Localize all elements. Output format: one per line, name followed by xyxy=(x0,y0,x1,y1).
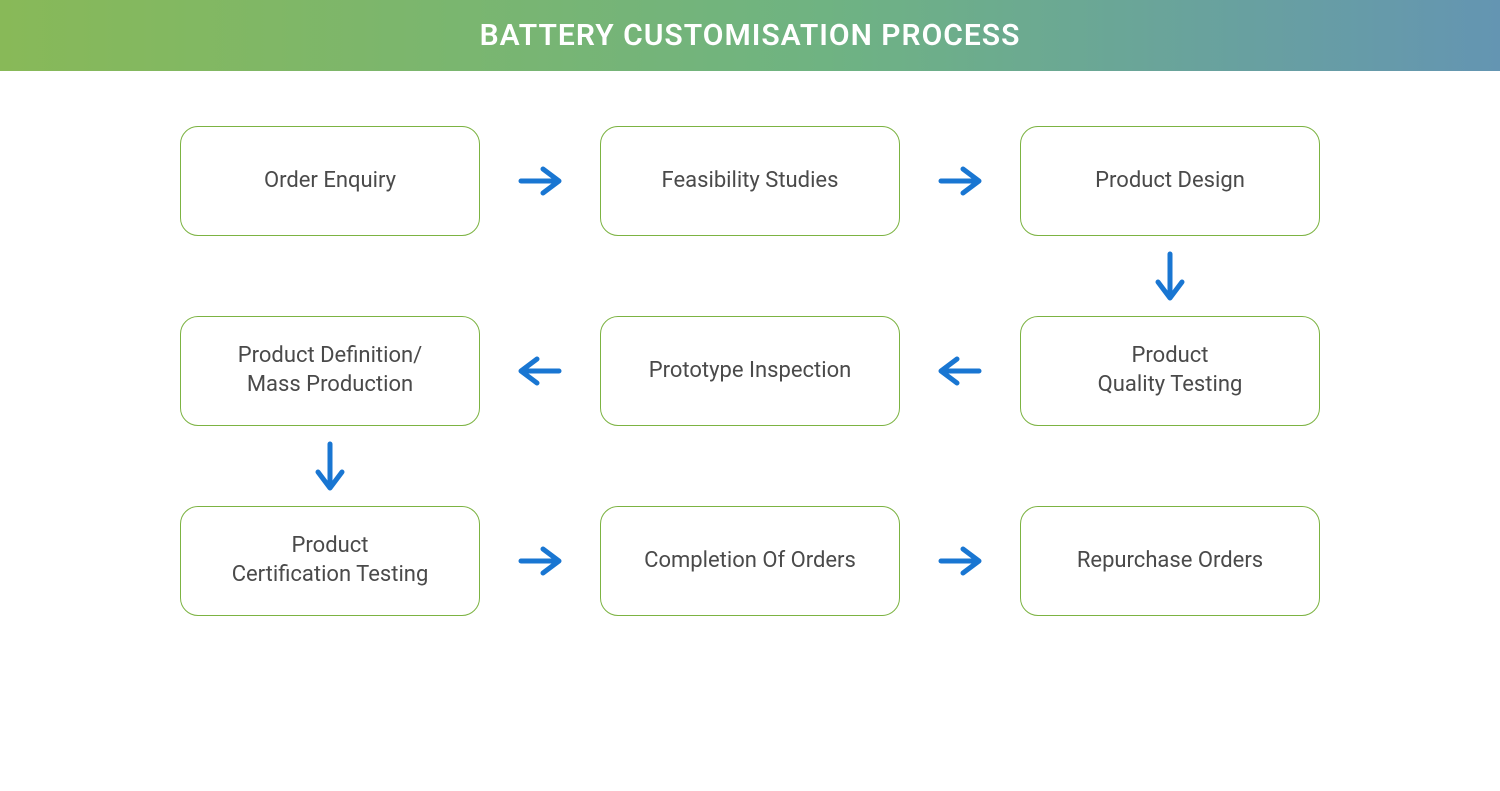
flowchart: Order Enquiry Feasibility Studies Product … xyxy=(0,71,1500,616)
flow-node-label: Product Design xyxy=(1095,167,1245,196)
header-title: BATTERY CUSTOMISATION PROCESS xyxy=(480,18,1021,53)
arrow-right-icon xyxy=(480,161,600,201)
flow-node-n7: Product Certification Testing xyxy=(180,506,480,616)
flow-node-n5: Prototype Inspection xyxy=(600,316,900,426)
arrow-right-icon xyxy=(900,161,1020,201)
flow-node-n1: Order Enquiry xyxy=(180,126,480,236)
flow-node-label: Repurchase Orders xyxy=(1077,547,1263,576)
arrow-down-icon xyxy=(180,426,480,506)
spacer xyxy=(180,236,480,316)
flow-node-n3: Product Design xyxy=(1020,126,1320,236)
flow-node-n9: Repurchase Orders xyxy=(1020,506,1320,616)
flow-node-label: Product Definition/ Mass Production xyxy=(238,342,423,399)
flow-node-n2: Feasibility Studies xyxy=(600,126,900,236)
spacer xyxy=(1020,426,1320,506)
arrow-down-icon xyxy=(1020,236,1320,316)
page-header: BATTERY CUSTOMISATION PROCESS xyxy=(0,0,1500,71)
flow-node-label: Prototype Inspection xyxy=(649,357,852,386)
flow-node-label: Order Enquiry xyxy=(264,167,396,196)
spacer xyxy=(600,426,900,506)
arrow-left-icon xyxy=(900,351,1020,391)
flow-node-label: Product Quality Testing xyxy=(1098,342,1243,399)
arrow-right-icon xyxy=(480,541,600,581)
flow-node-n4: Product Quality Testing xyxy=(1020,316,1320,426)
flow-node-label: Feasibility Studies xyxy=(662,167,839,196)
spacer xyxy=(600,236,900,316)
arrow-left-icon xyxy=(480,351,600,391)
flow-node-label: Completion Of Orders xyxy=(644,547,856,576)
arrow-right-icon xyxy=(900,541,1020,581)
flow-node-n8: Completion Of Orders xyxy=(600,506,900,616)
flow-node-label: Product Certification Testing xyxy=(232,532,429,589)
flow-node-n6: Product Definition/ Mass Production xyxy=(180,316,480,426)
